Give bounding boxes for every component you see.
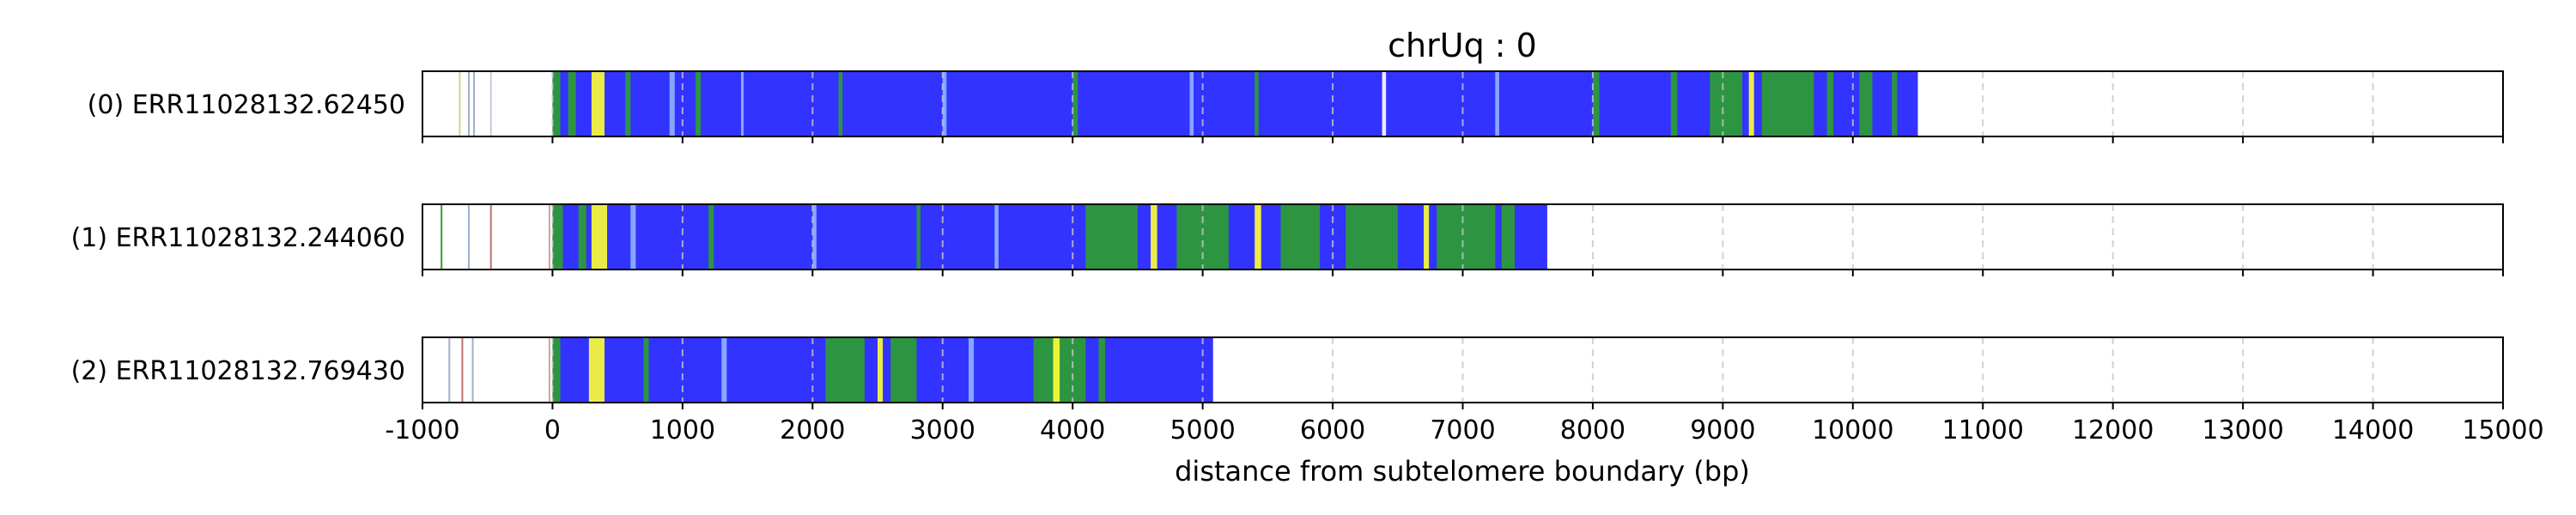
tract-segment — [721, 337, 727, 403]
tract-segment — [1255, 71, 1259, 136]
tract-segment — [1826, 71, 1834, 136]
read-label: (1) ERR11028132.244060 — [71, 223, 405, 253]
tract-segment — [1346, 204, 1398, 270]
tract-segment — [1592, 71, 1600, 136]
tract-segment — [812, 204, 817, 270]
x-tick-label: 6000 — [1300, 415, 1365, 445]
x-tick-label: 4000 — [1040, 415, 1105, 445]
pre-boundary-mark — [468, 204, 471, 270]
pre-boundary-mark — [468, 71, 471, 136]
tract-segment — [1437, 204, 1496, 270]
tract-segment — [1761, 71, 1814, 136]
tract-segment — [1859, 71, 1873, 136]
chart-title: chrUq : 0 — [1388, 27, 1537, 64]
read-panel-2: (2) ERR11028132.769430 — [71, 336, 2504, 409]
tract-segment — [625, 71, 631, 136]
x-tick-label: 14000 — [2332, 415, 2414, 445]
tract-segment — [1280, 204, 1320, 270]
pre-boundary-mark — [440, 204, 443, 270]
tract-segment — [1892, 71, 1898, 136]
tract-segment — [591, 204, 608, 270]
x-tick-label: 9000 — [1690, 415, 1755, 445]
x-tick-label: 13000 — [2202, 415, 2283, 445]
tract-segment — [1098, 337, 1106, 403]
tract-segment — [1710, 71, 1743, 136]
tract-segment — [916, 204, 921, 270]
tract-segment — [568, 71, 576, 136]
tract-segment — [578, 204, 586, 270]
x-tick-label: 10000 — [1812, 415, 1893, 445]
read-label: (2) ERR11028132.769430 — [71, 356, 405, 386]
tract-segment — [591, 71, 605, 136]
pre-boundary-mark — [489, 204, 492, 270]
tract-segment — [1189, 71, 1194, 136]
tract-segment — [1072, 71, 1078, 136]
x-tick-label: 15000 — [2462, 415, 2543, 445]
tract-segment — [1501, 204, 1516, 270]
tract-segment — [1053, 337, 1060, 403]
tract-segment — [942, 71, 947, 136]
x-tick-label: 11000 — [1942, 415, 2024, 445]
pre-boundary-mark — [548, 337, 550, 403]
tract-segment — [708, 204, 714, 270]
pre-boundary-mark — [448, 337, 451, 403]
x-tick-label: 1000 — [650, 415, 715, 445]
read-panel-0: (0) ERR11028132.62450 — [88, 70, 2504, 143]
x-tick-label: 8000 — [1560, 415, 1625, 445]
x-axis-ticks: -1000 0 1000 2000 3000 4000 5000 6000 7000 8000 90… — [385, 415, 2543, 445]
x-tick-label: 2000 — [780, 415, 845, 445]
repeat-tract-bar — [552, 204, 1547, 270]
x-tick-label: 5000 — [1170, 415, 1235, 445]
pre-boundary-mark — [459, 71, 461, 136]
tract-segment — [994, 204, 999, 270]
x-tick-label: -1000 — [385, 415, 459, 445]
x-tick-label: 3000 — [910, 415, 975, 445]
tract-segment — [552, 337, 561, 403]
tract-segment — [878, 337, 884, 403]
read-label: (0) ERR11028132.62450 — [88, 90, 405, 120]
tract-segment — [1085, 204, 1138, 270]
tract-segment — [1176, 204, 1229, 270]
tract-segment — [669, 71, 675, 136]
read-panels: (0) ERR11028132.62450 (1) ERR11028132.244… — [71, 70, 2504, 409]
tract-segment — [1382, 71, 1387, 136]
tract-segment — [643, 337, 649, 403]
tract-segment — [552, 204, 563, 270]
pre-boundary-mark — [473, 71, 476, 136]
tract-segment — [1670, 71, 1678, 136]
pre-boundary-mark — [489, 71, 492, 136]
tract-segment — [825, 337, 865, 403]
tract-segment — [1424, 204, 1430, 270]
tract-segment — [1748, 71, 1754, 136]
x-tick-label: 12000 — [2072, 415, 2154, 445]
tract-segment — [1255, 204, 1261, 270]
x-axis-label: distance from subtelomere boundary (bp) — [1175, 455, 1750, 488]
pre-boundary-mark — [471, 337, 474, 403]
tract-segment — [741, 71, 744, 136]
tract-segment — [1151, 204, 1157, 270]
tract-segment — [630, 204, 636, 270]
x-tick-label: 7000 — [1430, 415, 1495, 445]
pre-boundary-mark — [461, 337, 464, 403]
tract-segment — [588, 337, 605, 403]
read-panel-1: (1) ERR11028132.244060 — [71, 203, 2504, 276]
tract-segment — [696, 71, 702, 136]
tract-segment — [838, 71, 843, 136]
repeat-tract-bar — [552, 71, 1918, 136]
tract-segment — [969, 337, 975, 403]
pre-boundary-mark — [548, 204, 550, 270]
tract-segment — [1495, 71, 1499, 136]
tract-segment — [552, 71, 561, 136]
tract-segment — [890, 337, 917, 403]
x-tick-label: 0 — [544, 415, 561, 445]
